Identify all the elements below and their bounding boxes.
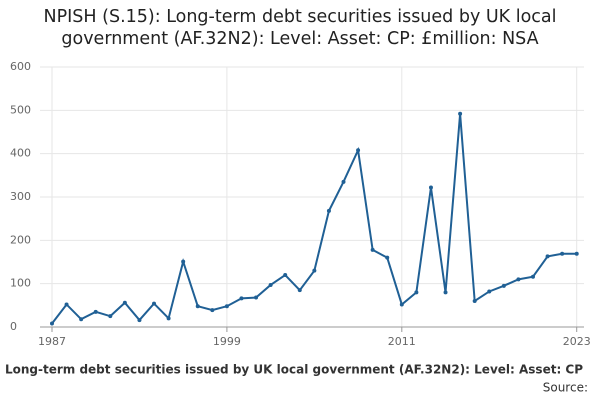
point <box>283 273 288 277</box>
point <box>210 308 215 313</box>
y-tick-label: 300 <box>10 190 31 203</box>
y-tick-label: 400 <box>10 147 31 160</box>
point <box>268 282 273 287</box>
point <box>574 251 579 256</box>
point <box>385 255 390 260</box>
point <box>137 318 142 323</box>
point <box>195 304 200 309</box>
y-tick-label: 600 <box>10 60 31 73</box>
point <box>370 247 375 252</box>
y-tick-label: 100 <box>10 277 31 290</box>
point <box>428 185 433 190</box>
y-tick-label: 200 <box>10 233 31 246</box>
point <box>49 321 54 326</box>
y-tick-label: 0 <box>10 320 17 333</box>
point <box>254 295 259 300</box>
point <box>458 111 463 116</box>
point <box>530 274 535 279</box>
point <box>356 148 361 153</box>
point <box>545 254 550 259</box>
x-tick-label: 2011 <box>388 335 416 348</box>
x-tick-label: 1999 <box>213 335 241 348</box>
chart-title: NPISH (S.15): Long-term debt securities … <box>43 7 557 49</box>
point <box>224 304 229 309</box>
point <box>326 208 331 213</box>
point <box>152 301 157 306</box>
point <box>560 251 565 256</box>
point <box>487 289 492 294</box>
point <box>122 300 127 305</box>
point <box>399 302 404 307</box>
point <box>93 309 98 314</box>
x-tick-label: 1987 <box>38 335 66 348</box>
point <box>181 259 186 264</box>
point <box>297 288 302 293</box>
point <box>414 290 419 295</box>
y-tick-label: 500 <box>10 103 31 116</box>
line <box>51 113 577 325</box>
point <box>443 290 448 295</box>
point <box>79 317 84 322</box>
point <box>64 302 69 307</box>
point <box>312 268 317 273</box>
source: Source: <box>543 381 588 395</box>
point <box>516 277 521 282</box>
point <box>341 179 346 184</box>
point <box>108 314 113 319</box>
x-tick-label: 2023 <box>563 335 591 348</box>
point <box>166 316 171 321</box>
point <box>239 296 244 301</box>
footer: : Long-term debt securities issued by UK… <box>0 363 583 377</box>
point <box>472 299 477 303</box>
point <box>501 283 506 288</box>
